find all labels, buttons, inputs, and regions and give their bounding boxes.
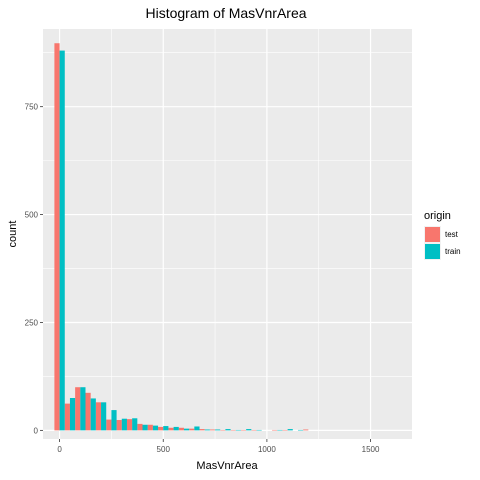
y-tick-label: 250 <box>25 318 39 327</box>
bar-train <box>256 429 262 431</box>
bars <box>54 43 309 431</box>
chart-title: Histogram of MasVnrArea <box>145 5 306 21</box>
bar-train <box>69 398 76 431</box>
bar-test <box>230 429 236 431</box>
bar-test <box>75 387 81 431</box>
bar-test <box>95 402 102 431</box>
y-axis-title: count <box>7 221 19 248</box>
y-tick-label: 0 <box>34 426 39 435</box>
bar-test <box>126 419 133 431</box>
bar-test <box>272 429 278 431</box>
bar-test <box>199 429 205 431</box>
bar-train <box>225 429 231 431</box>
y-axis-ticks: 0 250 500 750 <box>25 103 43 435</box>
bar-test <box>137 423 143 431</box>
bar-train <box>297 429 304 431</box>
legend-key-test <box>425 227 440 242</box>
bar-test <box>85 392 91 431</box>
bar-train <box>59 50 65 431</box>
legend-key-train <box>425 244 440 259</box>
x-tick-label: 1000 <box>258 445 276 454</box>
legend: origin test train <box>424 210 461 260</box>
bar-train <box>101 402 107 431</box>
legend-label-train: train <box>445 247 461 256</box>
x-tick-label: 1500 <box>362 445 380 454</box>
bar-train <box>173 426 179 431</box>
bar-test <box>64 403 70 431</box>
bar-test <box>303 429 309 431</box>
bar-test <box>189 428 195 431</box>
bar-train <box>194 426 200 431</box>
bar-test <box>220 429 226 431</box>
bar-train <box>183 428 190 431</box>
bar-test <box>240 429 247 431</box>
bar-test <box>54 43 60 431</box>
bar-train <box>277 429 283 431</box>
legend-label-test: test <box>445 230 459 239</box>
x-tick-label: 500 <box>157 445 171 454</box>
bar-train <box>152 425 159 431</box>
bar-train <box>80 387 86 431</box>
bar-train <box>132 418 138 431</box>
bar-train <box>246 429 252 431</box>
bar-train <box>111 410 117 431</box>
bar-train <box>204 429 210 431</box>
y-tick-label: 750 <box>25 103 39 112</box>
bar-train <box>90 398 96 431</box>
bar-test <box>168 427 174 431</box>
bar-test <box>209 429 216 431</box>
bar-train <box>163 426 169 431</box>
bar-test <box>106 419 112 431</box>
x-axis-ticks: 0 500 1000 1500 <box>57 439 380 454</box>
bar-train <box>287 429 293 431</box>
bar-train <box>142 424 148 431</box>
bar-test <box>282 429 288 431</box>
bar-test <box>158 426 164 431</box>
bar-train <box>235 429 241 431</box>
y-tick-label: 500 <box>25 211 39 220</box>
plot-panel <box>43 29 412 439</box>
bar-test <box>178 427 184 431</box>
bar-test <box>251 429 257 431</box>
bar-train <box>215 429 221 431</box>
bar-test <box>116 420 122 431</box>
x-tick-label: 0 <box>57 445 62 454</box>
bar-test <box>147 424 153 431</box>
legend-title: origin <box>424 210 451 222</box>
x-axis-title: MasVnrArea <box>196 460 258 472</box>
bar-train <box>121 418 127 431</box>
